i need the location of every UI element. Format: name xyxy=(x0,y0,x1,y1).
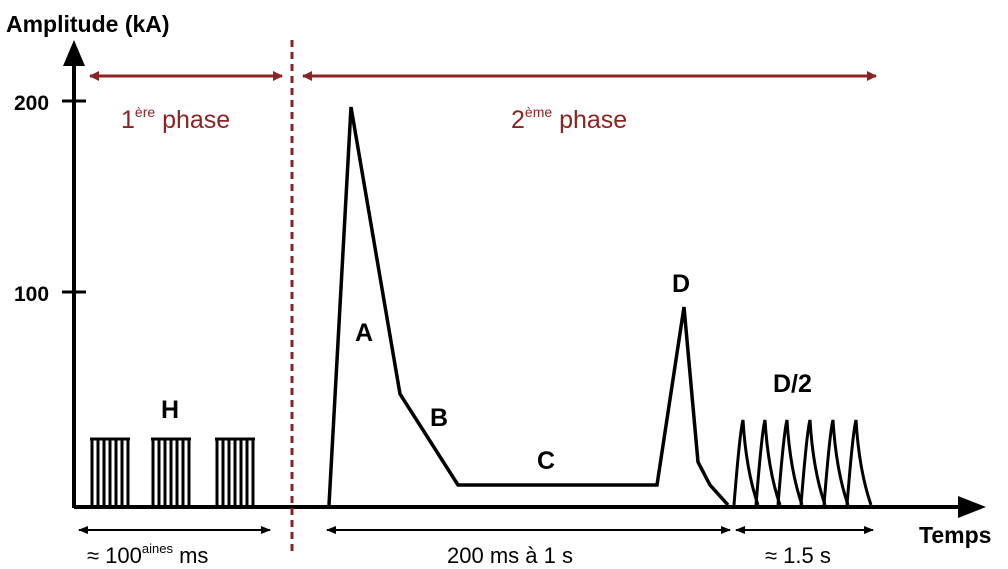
y-tick-label-100: 100 xyxy=(14,283,49,306)
duration-label-second: 200 ms à 1 s xyxy=(447,543,573,568)
label-d: D xyxy=(672,270,690,298)
h-pulse-group-2 xyxy=(151,437,191,505)
label-c: C xyxy=(537,447,555,475)
y-axis-title: Amplitude (kA) xyxy=(6,11,170,37)
second-phase-label: 2ème phase xyxy=(511,104,627,134)
h-pulse-group-1 xyxy=(90,437,130,505)
d2-pulses xyxy=(732,419,873,506)
duration-label-third: ≈ 1.5 s xyxy=(765,543,831,568)
label-h: H xyxy=(161,396,179,424)
first-phase-label: 1ère phase xyxy=(121,104,230,134)
h-pulse-group-3 xyxy=(215,437,255,505)
waveform-abcd xyxy=(327,106,730,507)
label-d2: D/2 xyxy=(773,370,812,398)
x-axis-arrowhead xyxy=(958,496,986,518)
duration-label-first: ≈ 100aines ms xyxy=(87,541,208,568)
y-tick-label-200: 200 xyxy=(14,92,49,115)
y-axis-arrowhead xyxy=(63,40,85,66)
label-b: B xyxy=(430,404,448,432)
label-a: A xyxy=(355,319,373,347)
x-axis-title: Temps xyxy=(919,522,991,548)
